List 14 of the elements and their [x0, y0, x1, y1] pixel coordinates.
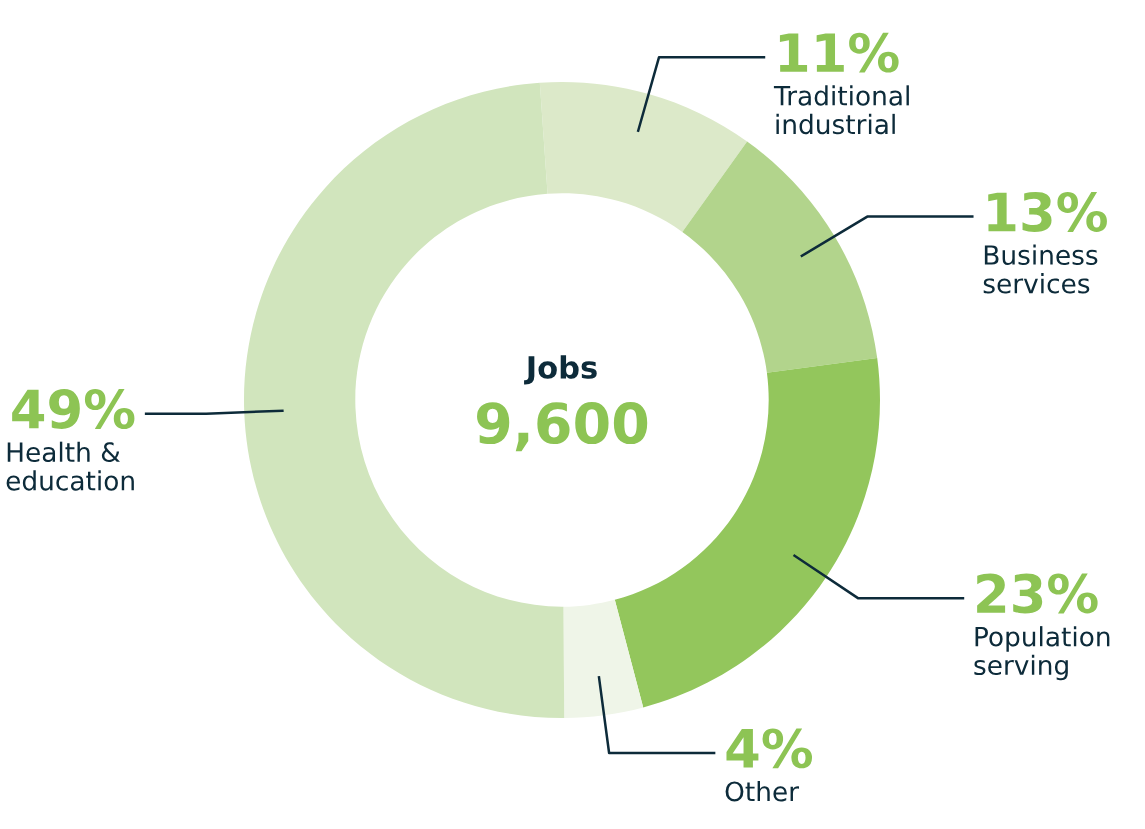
data-label: 49% — [12, 389, 135, 429]
data-label: 4% — [726, 728, 813, 769]
donut-slice — [682, 141, 878, 373]
data-label: 11% — [779, 32, 899, 73]
slice-label: Traditional industrial — [773, 85, 909, 135]
slice-label: Other — [725, 781, 800, 802]
text: 9,600 — [477, 402, 648, 452]
text: Jobs — [524, 355, 597, 385]
data-label: 23% — [977, 573, 1098, 614]
slice-label: Business services — [983, 244, 1098, 294]
data-label: 13% — [988, 191, 1107, 232]
slice-label: Population serving — [974, 626, 1110, 681]
donut-slice — [563, 599, 644, 718]
slice-label: Health & education — [6, 441, 134, 491]
